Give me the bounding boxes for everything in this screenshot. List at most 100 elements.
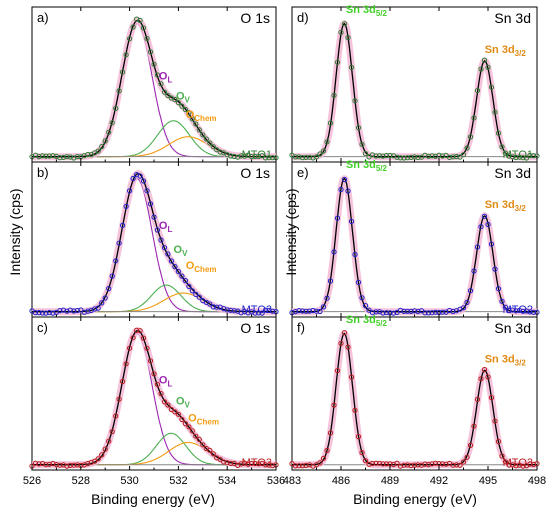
data-point [78,307,84,313]
sample-label: MTO3 [242,457,272,469]
data-point [292,154,299,160]
peak-annotation: OChem [186,260,217,274]
data-point [387,152,393,159]
data-point [390,310,397,316]
data-point [425,462,432,468]
annotation-subscript: Chem [197,417,219,426]
data-point [380,461,386,467]
data-point [67,307,73,313]
data-point [203,136,209,142]
data-point [460,152,467,158]
data-point [172,96,178,103]
data-point [151,371,157,377]
data-point [296,463,302,469]
data-point [151,61,157,67]
data-point [165,402,171,408]
data-point [345,344,351,350]
peak-annotation: OV [176,90,191,104]
annotation-base: Sn 3d [485,353,515,365]
data-point [415,462,421,468]
peak-annotation: Sn 3d5/2 [346,159,388,173]
data-point [196,127,202,133]
data-point [488,395,495,401]
data-point [380,310,386,316]
peak-annotation: OL [159,71,173,85]
data-point [262,307,269,313]
data-point [534,461,540,467]
data-point [383,310,390,316]
data-point [109,120,115,126]
data-point [231,308,237,314]
data-point [85,151,91,158]
data-point [324,295,330,301]
data-point [443,461,449,467]
data-point [404,308,411,314]
data-point [299,155,306,161]
data-point [530,461,537,468]
data-point [460,459,467,465]
data-point [151,214,157,220]
data-point [137,328,143,334]
data-point [352,251,358,258]
data-point [207,447,213,453]
peak-annotation: OV [176,395,191,409]
data-point [266,155,272,161]
data-point [256,461,262,467]
data-point [408,154,414,160]
data-point [193,291,199,297]
data-point [71,462,77,468]
data-point [140,25,147,31]
data-point [352,407,358,413]
data-point [193,433,199,439]
data-point [137,17,143,24]
data-point [527,309,533,315]
data-point [175,268,181,275]
x-tick-label: 534 [218,475,236,487]
data-point [355,434,362,440]
data-point [383,152,390,159]
sample-label: MTO1 [503,149,533,161]
data-point [256,310,262,316]
data-point [130,24,136,30]
data-point [303,154,309,160]
data-point [432,460,439,466]
data-point [401,462,407,468]
data-point [520,463,526,469]
data-point [249,154,255,160]
core-level-label: Sn 3d [494,10,531,26]
data-point [189,428,195,434]
data-point [95,305,101,311]
annotation-base: O [174,244,183,256]
data-point [102,295,108,301]
data-point [64,463,70,469]
peak-annotation: OL [159,220,173,234]
data-point [401,308,407,314]
data-point [36,154,42,160]
data-point [123,203,129,209]
data-point [102,446,108,452]
data-point [228,153,234,159]
data-point [320,148,327,154]
data-point [362,151,369,157]
data-point [338,340,344,346]
data-point [348,64,355,71]
data-point [429,153,435,159]
data-point [46,461,53,467]
data-point [172,264,178,270]
data-point [299,308,306,314]
data-point [373,309,379,315]
data-point [415,154,421,161]
data-point [530,309,537,315]
data-point [509,307,516,313]
annotation-subscript: 5/2 [376,319,388,328]
annotation-base: O [176,395,185,407]
data-point [228,307,234,313]
core-level-label: Sn 3d [494,320,531,336]
data-point [172,409,178,415]
data-point [436,152,442,158]
data-point [95,148,101,154]
data-point [362,303,369,309]
data-point [474,87,481,94]
